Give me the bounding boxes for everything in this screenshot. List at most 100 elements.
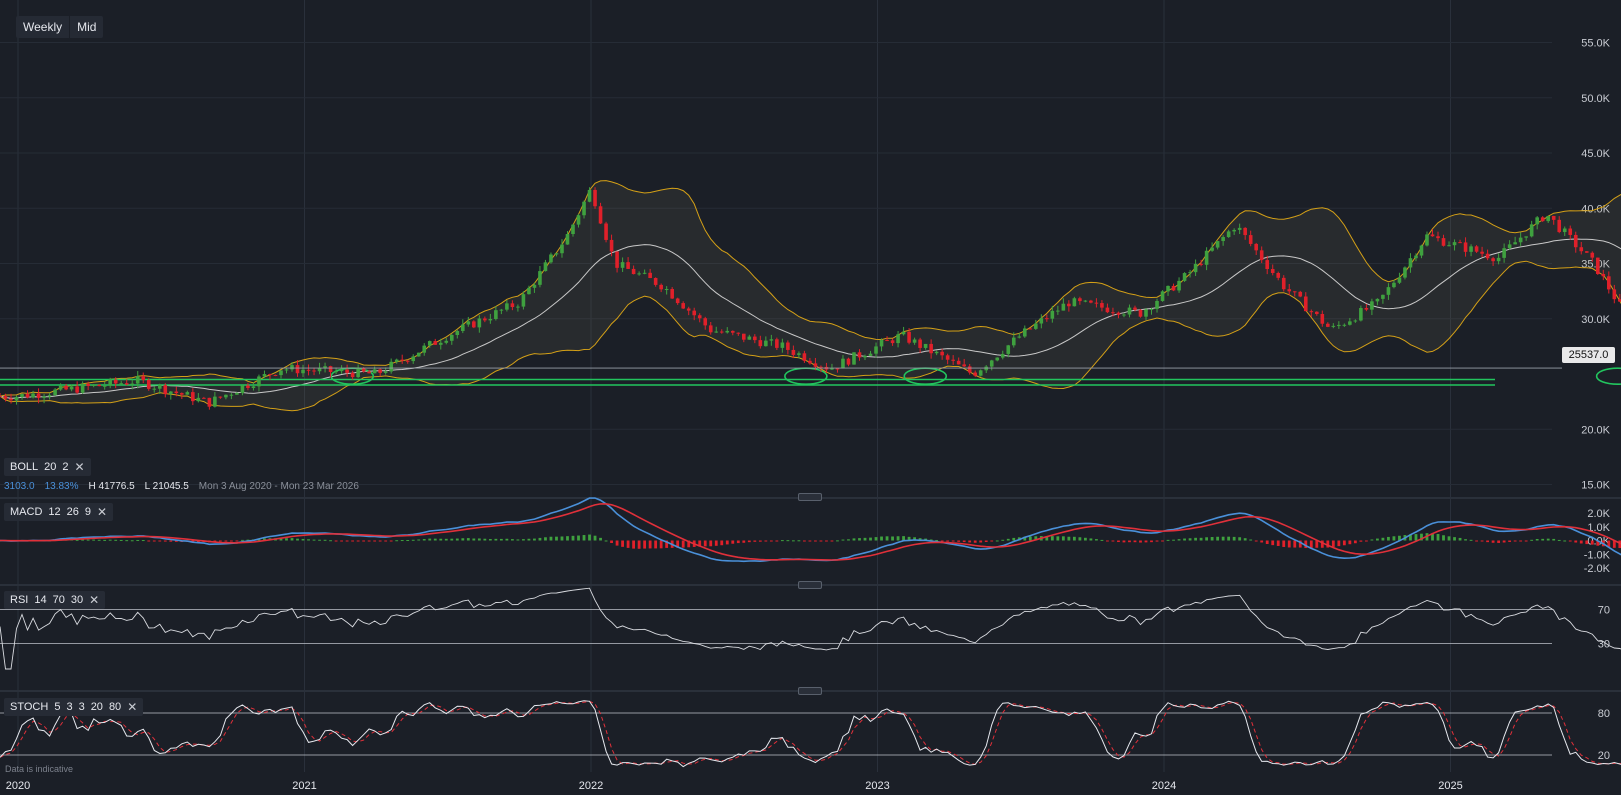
candle-body [361,368,366,372]
macd-histogram-bar [147,540,151,542]
candle-body [945,355,950,360]
price-type-button[interactable]: Mid [69,16,103,38]
candle-body [1607,276,1611,290]
candles [0,187,1621,410]
macd-histogram-bar [803,540,806,542]
macd-histogram-bar [1095,539,1098,541]
macd-histogram-bar [1122,540,1126,543]
stoch-indicator-label[interactable]: STOCH 5 3 3 20 80 ✕ [4,698,144,716]
macd-histogram-bar [1117,540,1120,543]
macd-histogram-bar [263,538,266,541]
macd-histogram-bar [152,540,156,542]
macd-histogram-bar [378,540,382,542]
candle-body [510,303,515,308]
macd-histogram-bar [747,540,751,543]
macd-histogram-bar [1083,537,1087,541]
close-icon[interactable]: ✕ [89,593,100,607]
macd-histogram-bar [577,535,580,541]
macd-histogram-bar [450,538,454,541]
candle-body [615,251,619,268]
disclaimer-text: Data is indicative [5,764,74,774]
pane-resize-handle[interactable] [798,493,822,501]
macd-histogram-bar [1574,540,1578,543]
macd-histogram-bar [1436,534,1440,541]
price-tick-label: 55.0K [1581,38,1610,50]
candle-body [163,385,168,395]
candle-body [1601,273,1606,277]
macd-histogram-bar [461,538,465,541]
candle-body [317,367,322,372]
candle-body [499,309,504,311]
bollinger-band-fill [0,180,1621,411]
candle-body [1458,242,1462,244]
macd-tick-label: 1.0K [1587,522,1610,534]
candle-body [438,342,443,345]
macd-histogram-bar [929,539,933,541]
boll-indicator-label[interactable]: BOLL 20 2 ✕ [4,458,91,476]
macd-histogram-bar [174,540,178,542]
candle-body [20,394,24,397]
macd-histogram-bar [196,540,200,543]
candle-body [1485,253,1490,259]
rsi-indicator-label[interactable]: RSI 14 70 30 ✕ [4,591,106,609]
candle-body [1067,303,1071,307]
macd-histogram-bar [488,539,492,541]
stoch-tick-label: 20 [1598,750,1610,762]
timeframe-button[interactable]: Weekly [23,20,63,34]
macd-histogram-bar [703,540,707,547]
candle-body [686,308,691,311]
macd-histogram-bar [395,540,399,542]
candle-body [1232,229,1236,232]
pane-resize-handle[interactable] [798,687,822,695]
candle-body [1392,282,1396,288]
macd-histogram-bar [494,538,498,541]
macd-histogram-bar [1150,540,1153,543]
candle-body [207,397,212,407]
candle-body [560,244,564,254]
macd-histogram-bar [1111,540,1115,542]
macd-histogram-bar [163,540,167,542]
candle-body [1094,302,1099,304]
macd-histogram-bar [1326,540,1330,548]
macd-histogram-bar [1331,540,1335,547]
macd-histogram-bar [1596,540,1600,546]
macd-histogram-bar [1524,540,1528,542]
candle-body [863,355,867,358]
macd-histogram-bar [610,540,613,544]
macd-histogram-bar [1139,540,1142,543]
candle-body [1116,312,1121,315]
candle-body [180,393,184,395]
candle-body [323,366,327,368]
pane-resize-handle[interactable] [798,581,822,589]
close-icon[interactable]: ✕ [127,700,138,714]
candle-body [433,341,438,345]
macd-histogram-bar [1513,540,1517,542]
candle-body [764,340,768,347]
candle-body [383,371,388,373]
macd-histogram-bar [516,539,520,541]
candle-body [174,391,179,394]
candle-body [1138,309,1143,317]
macd-histogram-bar [880,536,883,541]
candle-body [1000,353,1005,358]
candle-body [1348,321,1352,325]
close-icon[interactable]: ✕ [97,505,108,519]
macd-indicator-label[interactable]: MACD 12 26 9 ✕ [4,503,114,521]
candle-body [1006,345,1011,354]
macd-histogram-bar [296,538,299,541]
macd-histogram-bar [1243,538,1247,541]
candle-body [328,366,333,372]
macd-histogram-bar [780,540,784,542]
candle-body [1408,258,1413,268]
macd-histogram-bar [1006,538,1010,541]
candle-body [675,298,680,304]
macd-histogram-bar [643,540,647,549]
candle-body [455,330,460,335]
macd-histogram-bar [1348,540,1352,545]
macd-histogram-bar [279,538,283,541]
macd-histogram-bar [648,540,652,549]
candle-body [1215,241,1220,248]
close-icon[interactable]: ✕ [74,460,85,474]
macd-histogram-bar [841,539,845,541]
